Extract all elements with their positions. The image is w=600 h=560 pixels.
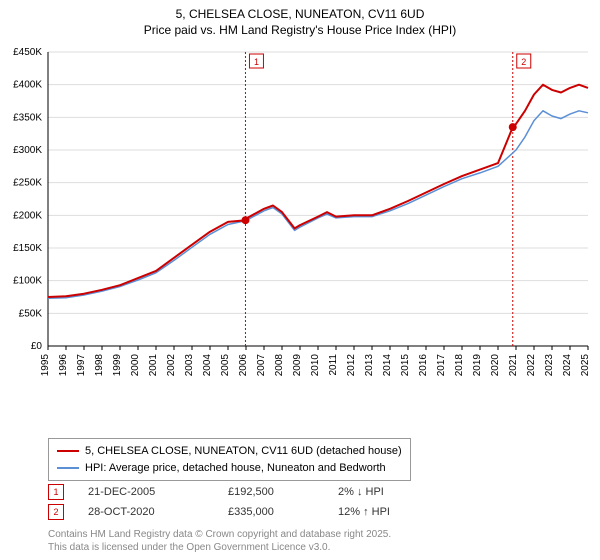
svg-text:2007: 2007 <box>256 354 267 377</box>
sale-marker-id-box: 2 <box>48 504 64 520</box>
sale-marker-row: 1 21-DEC-2005£192,5002% ↓ HPI <box>48 482 458 502</box>
svg-text:1996: 1996 <box>58 354 69 377</box>
svg-text:£50K: £50K <box>19 308 43 319</box>
sale-marker-price: £335,000 <box>228 506 338 518</box>
svg-text:£450K: £450K <box>13 47 42 58</box>
svg-text:£250K: £250K <box>13 178 42 189</box>
svg-text:£200K: £200K <box>13 210 42 221</box>
svg-text:£350K: £350K <box>13 112 42 123</box>
legend: 5, CHELSEA CLOSE, NUNEATON, CV11 6UD (de… <box>48 438 411 481</box>
footer: Contains HM Land Registry data © Crown c… <box>48 528 391 554</box>
svg-text:2016: 2016 <box>418 354 429 377</box>
svg-text:2024: 2024 <box>562 354 573 377</box>
legend-item: HPI: Average price, detached house, Nune… <box>57 460 402 477</box>
sale-markers-table: 1 21-DEC-2005£192,5002% ↓ HPI 2 28-OCT-2020… <box>48 482 458 522</box>
svg-text:1995: 1995 <box>40 354 51 377</box>
svg-text:2001: 2001 <box>148 354 159 377</box>
svg-text:£0: £0 <box>31 341 43 352</box>
svg-text:£100K: £100K <box>13 276 42 287</box>
svg-text:2008: 2008 <box>274 354 285 377</box>
svg-text:2012: 2012 <box>346 354 357 377</box>
svg-text:2015: 2015 <box>400 354 411 377</box>
svg-text:1998: 1998 <box>94 354 105 377</box>
svg-text:2023: 2023 <box>544 354 555 377</box>
svg-text:2022: 2022 <box>526 354 537 377</box>
svg-text:2006: 2006 <box>238 354 249 377</box>
svg-text:2003: 2003 <box>184 354 195 377</box>
svg-text:2011: 2011 <box>328 354 339 376</box>
svg-text:2010: 2010 <box>310 354 321 377</box>
legend-swatch <box>57 467 79 469</box>
svg-text:£300K: £300K <box>13 145 42 156</box>
svg-text:2013: 2013 <box>364 354 375 377</box>
footer-line2: This data is licensed under the Open Gov… <box>48 541 391 554</box>
sale-marker-delta: 12% ↑ HPI <box>338 506 458 518</box>
sale-marker-date: 28-OCT-2020 <box>88 506 228 518</box>
svg-text:2: 2 <box>521 57 526 67</box>
svg-text:2005: 2005 <box>220 354 231 377</box>
svg-text:2025: 2025 <box>580 354 591 377</box>
svg-text:1997: 1997 <box>76 354 87 377</box>
svg-text:£400K: £400K <box>13 80 42 91</box>
sale-marker-delta: 2% ↓ HPI <box>338 486 458 498</box>
svg-text:2014: 2014 <box>382 354 393 377</box>
svg-text:2000: 2000 <box>130 354 141 377</box>
svg-text:1999: 1999 <box>112 354 123 377</box>
svg-text:£150K: £150K <box>13 243 42 254</box>
svg-text:2009: 2009 <box>292 354 303 377</box>
sale-marker-date: 21-DEC-2005 <box>88 486 228 498</box>
chart-container: 5, CHELSEA CLOSE, NUNEATON, CV11 6UD Pri… <box>0 0 600 560</box>
price-chart: £0£50K£100K£150K£200K£250K£300K£350K£400… <box>48 46 588 386</box>
legend-label: 5, CHELSEA CLOSE, NUNEATON, CV11 6UD (de… <box>85 443 402 460</box>
svg-text:2021: 2021 <box>508 354 519 377</box>
sale-marker-price: £192,500 <box>228 486 338 498</box>
legend-label: HPI: Average price, detached house, Nune… <box>85 460 386 477</box>
svg-text:2002: 2002 <box>166 354 177 377</box>
svg-text:2019: 2019 <box>472 354 483 377</box>
sale-marker-id-box: 1 <box>48 484 64 500</box>
title-line2: Price paid vs. HM Land Registry's House … <box>0 22 600 38</box>
footer-line1: Contains HM Land Registry data © Crown c… <box>48 528 391 541</box>
sale-marker-row: 2 28-OCT-2020£335,00012% ↑ HPI <box>48 502 458 522</box>
svg-text:1: 1 <box>254 57 259 67</box>
svg-text:2018: 2018 <box>454 354 465 377</box>
title-line1: 5, CHELSEA CLOSE, NUNEATON, CV11 6UD <box>0 6 600 22</box>
legend-item: 5, CHELSEA CLOSE, NUNEATON, CV11 6UD (de… <box>57 443 402 460</box>
svg-text:2020: 2020 <box>490 354 501 377</box>
svg-text:2017: 2017 <box>436 354 447 377</box>
svg-text:2004: 2004 <box>202 354 213 377</box>
title-block: 5, CHELSEA CLOSE, NUNEATON, CV11 6UD Pri… <box>0 0 600 38</box>
legend-swatch <box>57 450 79 452</box>
